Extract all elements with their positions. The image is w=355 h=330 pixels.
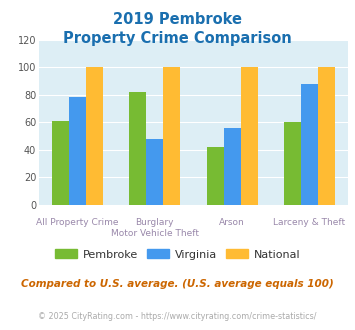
Bar xyxy=(69,97,86,205)
Bar xyxy=(207,147,224,205)
Bar xyxy=(301,83,318,205)
Text: Property Crime Comparison: Property Crime Comparison xyxy=(63,31,292,46)
Legend: Pembroke, Virginia, National: Pembroke, Virginia, National xyxy=(50,245,305,264)
Bar xyxy=(318,67,335,205)
Text: Compared to U.S. average. (U.S. average equals 100): Compared to U.S. average. (U.S. average … xyxy=(21,279,334,289)
Bar xyxy=(86,67,103,205)
Bar xyxy=(241,67,258,205)
Text: Arson: Arson xyxy=(219,218,245,227)
Text: © 2025 CityRating.com - https://www.cityrating.com/crime-statistics/: © 2025 CityRating.com - https://www.city… xyxy=(38,312,317,321)
Bar xyxy=(52,121,69,205)
Text: Burglary: Burglary xyxy=(136,218,174,227)
Bar xyxy=(163,67,180,205)
Text: All Property Crime: All Property Crime xyxy=(37,218,119,227)
Text: 2019 Pembroke: 2019 Pembroke xyxy=(113,12,242,26)
Bar xyxy=(284,122,301,205)
Bar xyxy=(146,139,163,205)
Text: Larceny & Theft: Larceny & Theft xyxy=(273,218,345,227)
Bar xyxy=(129,92,146,205)
Text: Motor Vehicle Theft: Motor Vehicle Theft xyxy=(111,229,199,238)
Bar xyxy=(224,128,241,205)
